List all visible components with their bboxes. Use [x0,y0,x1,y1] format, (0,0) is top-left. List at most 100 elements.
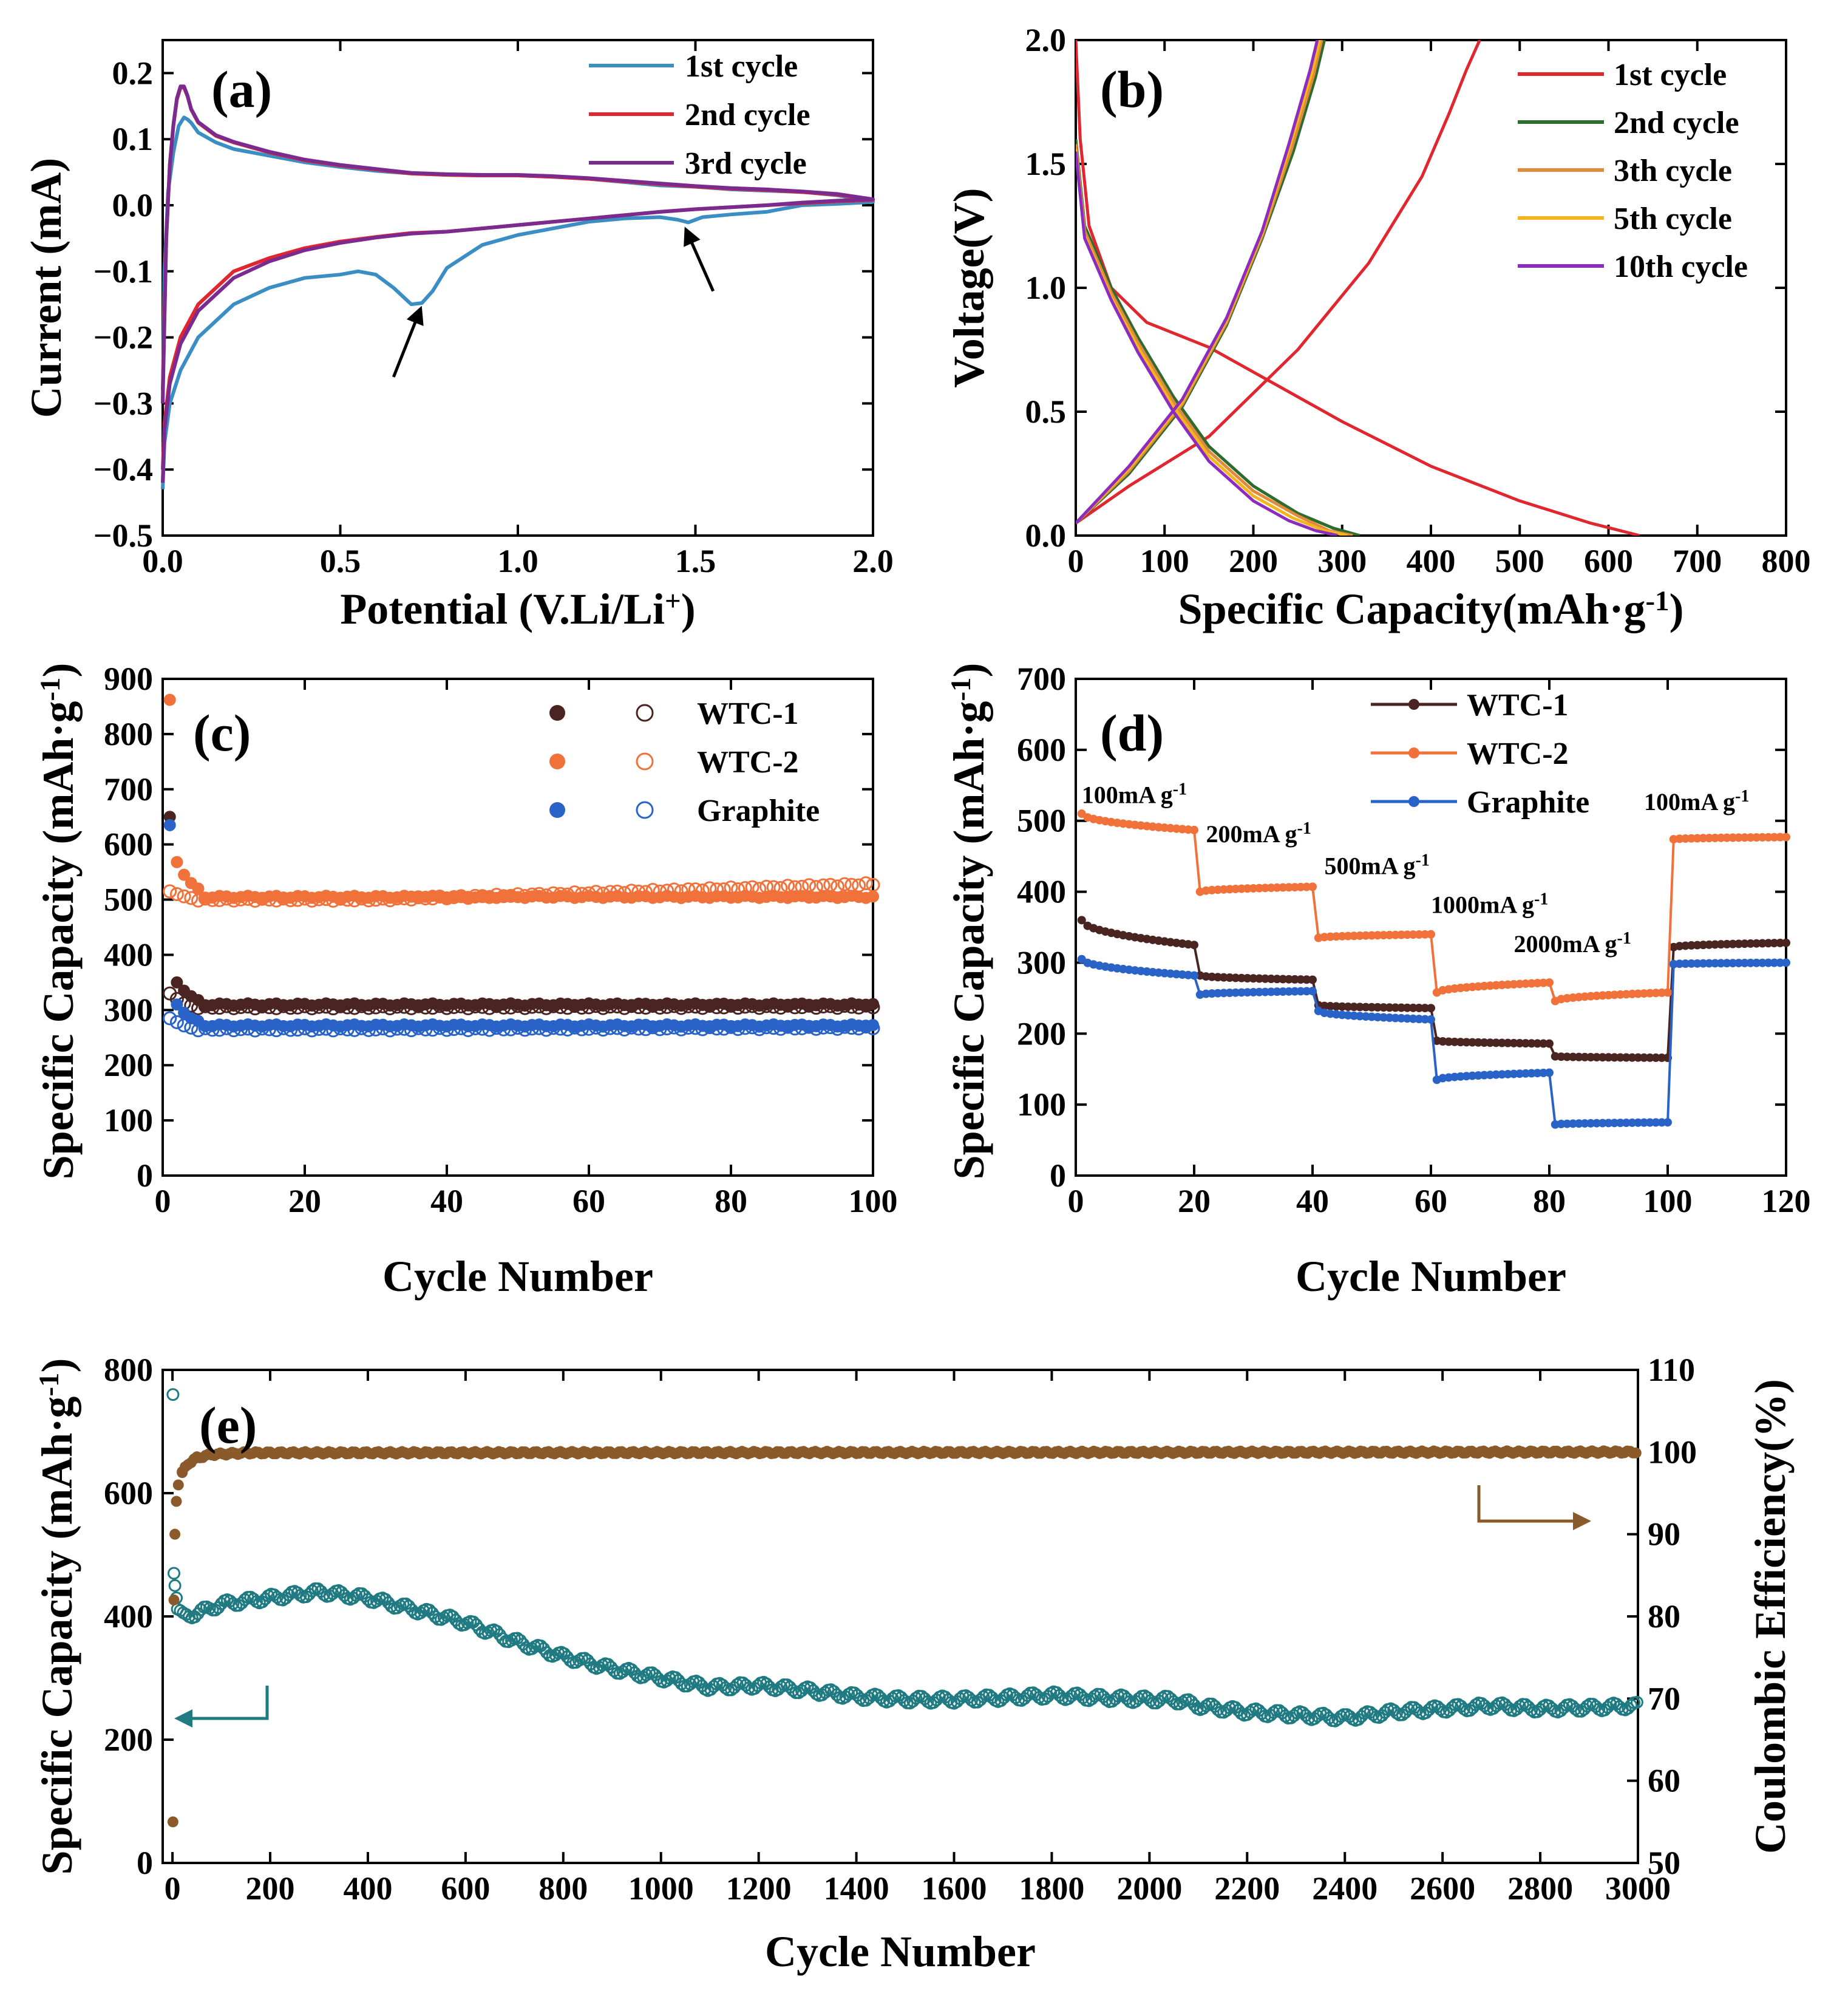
rate-point-wtc-1 [1498,1038,1506,1047]
rate-point-wtc-1 [1296,975,1305,984]
x-tick-label-b: 700 [1673,543,1722,579]
discharge-point-wtc-1 [171,976,183,989]
panel-a: 0.0 0.5 1.0 1.5 2.0 −0.5 −0.4 −0.3 −0.2 −0.1 0.0 0.… [22,39,894,633]
rate-point-wtc-1 [1515,1038,1524,1047]
rate-point-wtc-2 [1758,832,1767,842]
y-tick-label-e: 600 [104,1475,153,1511]
rate-point-wtc-2 [1687,834,1696,843]
y-axis-title-c: Specific Capacity (mAh·g-1) [34,663,83,1180]
x-tick-label-b: 100 [1140,543,1189,579]
rate-point-wtc-1 [1634,1053,1643,1062]
y-tick-label-a: −0.4 [93,451,153,488]
rate-point-graphite [1776,958,1785,967]
y-tick-label-a: 0.0 [112,187,154,223]
rate-point-wtc-1 [1509,1038,1518,1047]
x-tick-label-a: 1.5 [675,543,716,579]
rate-point-wtc-2 [1752,833,1761,842]
charge-point-graphite [169,1015,184,1029]
x-tick-label-e: 1400 [824,1870,889,1907]
rate-point-wtc-1 [1651,1053,1660,1062]
peak-arrow-1 [392,305,424,378]
rate-point-graphite [1675,959,1684,969]
rate-point-graphite [1237,988,1246,997]
rate-point-wtc-2 [1663,988,1672,997]
rate-point-wtc-1 [1356,1003,1364,1012]
rate-point-graphite [1272,987,1282,996]
charge-point-wtc-2 [752,882,767,896]
x-tick-label-b: 300 [1317,543,1367,579]
y-tick-label-a: 0.2 [112,55,154,91]
rate-point-wtc-2 [1243,884,1252,893]
legend-marker-d-2 [1408,747,1419,758]
discharge-curve-3 [1076,144,1353,536]
rate-point-wtc-2 [1764,832,1773,842]
rate-point-wtc-2 [1699,834,1708,843]
rate-point-graphite [1586,1118,1595,1128]
rate-point-graphite [1628,1118,1637,1127]
y-tick-label-a: −0.3 [93,385,153,421]
gcd-curves [1076,40,1640,536]
rate-point-wtc-1 [1657,1053,1666,1062]
charge-point-wtc-2 [710,882,724,897]
rate-point-wtc-2 [1350,931,1359,941]
rate-point-graphite [1580,1119,1589,1128]
rate-point-wtc-1 [1521,1039,1530,1048]
rate-point-graphite [1640,1118,1648,1127]
rate-point-graphite [1266,987,1276,996]
rate-point-wtc-1 [1279,975,1288,984]
rate-point-graphite [1699,959,1708,968]
capacity-point [1200,1699,1213,1712]
y-tick-label-e: 0 [137,1845,153,1881]
rate-point-wtc-1 [1421,1004,1430,1013]
y-tick-label-c: 300 [104,992,153,1028]
rate-point-graphite [1261,987,1269,996]
y2-axis-title-e: Coulombic Efficiency(%) [1746,1379,1795,1854]
y-tick-label-c: 200 [104,1047,153,1083]
legend-swatch-filled-c-3 [549,802,565,818]
x-tick-label-e: 2200 [1214,1870,1280,1907]
discharge-point-wtc-2 [163,693,176,706]
rate-point-wtc-2 [1545,978,1554,987]
rate-point-wtc-1 [1758,939,1767,948]
x-tick-label-b: 400 [1407,543,1456,579]
legend-label-b-5: 10th cycle [1614,250,1748,284]
capacity-point [166,1388,180,1401]
capacity-point [909,1692,923,1705]
rate-point-wtc-1 [1598,1053,1607,1062]
capacity-point [1021,1689,1034,1702]
rate-point-wtc-2 [1261,884,1269,893]
rate-point-wtc-1 [1272,975,1282,984]
capacity-point [437,1611,450,1624]
rate-point-graphite [1645,1118,1654,1127]
capacity-point [854,1692,867,1705]
rate-point-wtc-1 [1361,1003,1370,1012]
x-tick-label-e: 1800 [1019,1870,1084,1907]
charge-point-graphite [163,1011,177,1026]
y-tick-label-d: 300 [1017,944,1066,981]
y2-tick-label-e: 90 [1648,1516,1680,1553]
rate-line-1 [1081,919,1787,1059]
rate-point-graphite [1758,958,1767,967]
capacity-point [775,1680,788,1694]
x-tick-label-e: 2800 [1507,1870,1573,1907]
rate-label-1: 100mA g-1 [1082,780,1187,809]
charge-point-wtc-2 [759,879,773,894]
capacity-point [1322,1711,1336,1725]
y-tick-label-a: −0.1 [93,253,153,290]
rate-point-wtc-1 [1415,1003,1424,1012]
x-tick-label-c: 20 [288,1183,321,1219]
x-tick-label-d: 100 [1643,1183,1693,1219]
x-tick-label-e: 0 [165,1870,181,1907]
y-tick-label-a: 0.1 [112,121,154,157]
y-tick-label-c: 400 [104,936,153,973]
charge-point-wtc-2 [681,882,696,897]
charge-point-wtc-2 [858,876,873,891]
legend-marker-d-1 [1408,699,1419,710]
y-tick-label-c: 800 [104,716,153,752]
rate-point-wtc-1 [1290,975,1299,984]
rate-point-wtc-1 [1373,1003,1382,1012]
rate-point-wtc-1 [1610,1053,1619,1062]
charge-point-wtc-2 [802,878,817,893]
rate-point-graphite [1557,1120,1566,1129]
